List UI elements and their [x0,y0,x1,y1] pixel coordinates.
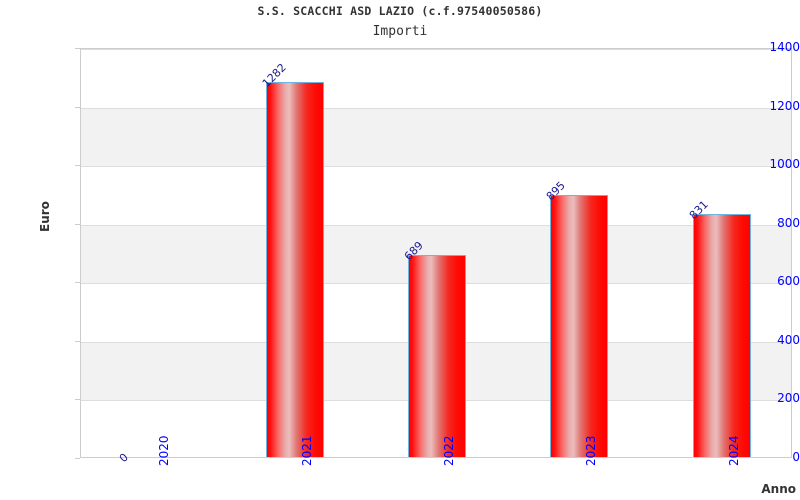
gridline [81,166,791,167]
bar[interactable] [692,213,751,457]
x-tick-label: 2024 [726,435,741,466]
y-tick-label: 800 [777,215,800,230]
bar[interactable] [265,81,324,457]
y-tick-mark [75,399,80,400]
bar[interactable] [550,194,609,457]
y-tick-mark [75,341,80,342]
plot-area [80,48,792,458]
y-tick-label: 1200 [769,98,800,113]
x-tick-label: 2020 [157,435,172,466]
y-tick-label: 1000 [769,157,800,172]
y-tick-label: 200 [777,391,800,406]
y-tick-mark [75,458,80,459]
y-tick-mark [75,165,80,166]
gridline [81,108,791,109]
x-axis-title: Anno [761,482,796,496]
y-tick-mark [75,224,80,225]
x-tick-label: 2021 [299,435,314,466]
gridline [81,225,791,226]
x-tick-label: 2023 [584,435,599,466]
gridline [81,49,791,50]
y-tick-label: 600 [777,274,800,289]
y-tick-mark [75,107,80,108]
y-tick-mark [75,48,80,49]
chart-title: S.S. SCACCHI ASD LAZIO (c.f.97540050586) [257,4,543,18]
y-tick-label: 400 [777,332,800,347]
y-axis-title: Euro [38,201,52,232]
bar[interactable] [408,255,466,457]
y-tick-label: 0 [792,450,800,464]
x-tick-label: 2022 [442,435,456,466]
chart-subtitle: Importi [372,24,428,39]
y-tick-label: 1400 [769,40,800,54]
background-band [81,107,791,167]
y-tick-mark [75,282,80,283]
